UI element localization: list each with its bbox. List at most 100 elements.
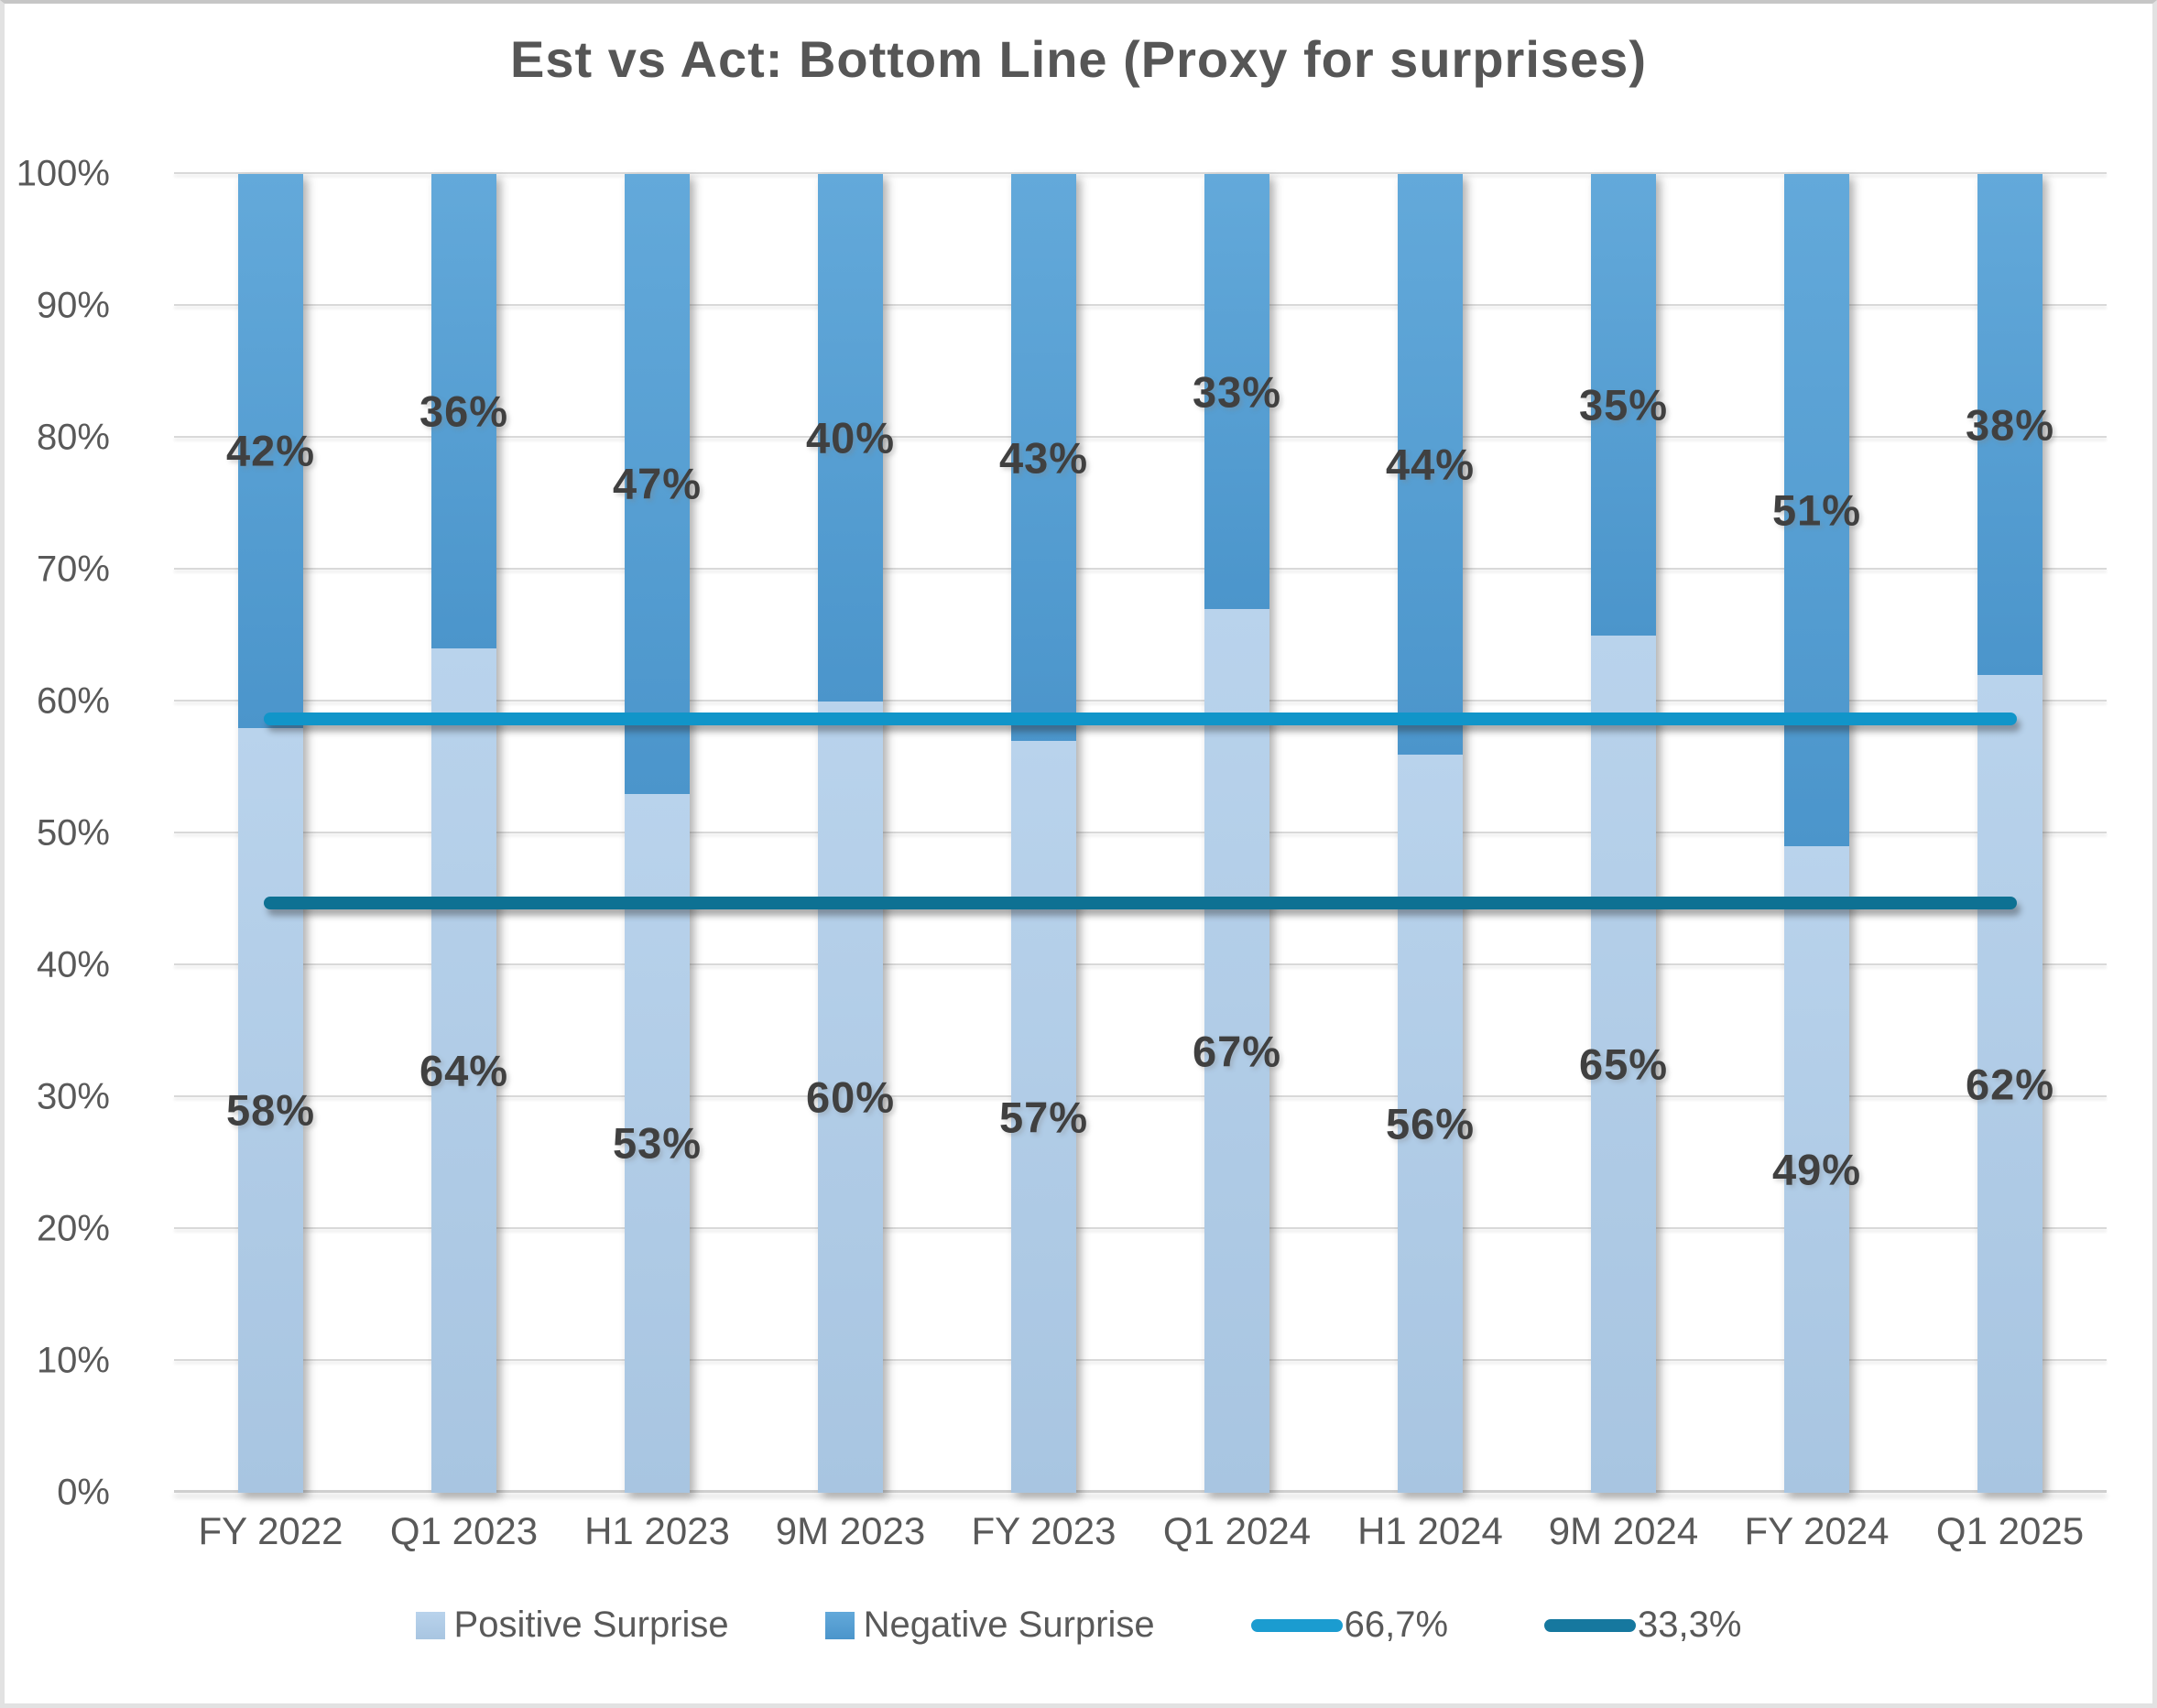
- legend-item-refline-667: 66,7%: [1250, 1605, 1449, 1646]
- legend: Positive Surprise Negative Surprise 66,7% 3…: [5, 1605, 2152, 1646]
- negative-surprise-segment: [1783, 174, 1850, 847]
- x-tick-label: FY 2024: [1744, 1509, 1890, 1552]
- legend-swatch-icon: [415, 1611, 445, 1639]
- x-tick-label: Q1 2023: [389, 1509, 539, 1552]
- gridline: [174, 963, 2107, 965]
- gridline: [174, 172, 2107, 174]
- negative-surprise-data-label: 40%: [805, 413, 896, 462]
- positive-surprise-data-label: 60%: [805, 1072, 896, 1122]
- positive-surprise-data-label: 67%: [1192, 1027, 1282, 1076]
- positive-surprise-segment: [430, 648, 497, 1493]
- x-tick-label: H1 2024: [1357, 1509, 1503, 1552]
- x-axis: FY 2022 Q1 2023 H1 2023 9M 2023 FY 2023 Q1 20…: [174, 1509, 2107, 1573]
- legend-label: 66,7%: [1344, 1605, 1449, 1645]
- x-tick-label: FY 2022: [198, 1509, 343, 1552]
- stacked-bar-fy-2022: [237, 174, 304, 1493]
- negative-surprise-data-label: 47%: [612, 459, 703, 508]
- negative-surprise-segment: [1977, 174, 2043, 676]
- positive-surprise-segment: [817, 702, 884, 1493]
- positive-surprise-data-label: 57%: [998, 1093, 1089, 1142]
- y-tick-label: 100%: [16, 153, 110, 194]
- negative-surprise-segment: [430, 174, 497, 649]
- y-tick-label: 30%: [36, 1076, 110, 1117]
- chart-title: Est vs Act: Bottom Line (Proxy for surpr…: [510, 30, 1647, 88]
- negative-surprise-data-label: 38%: [1965, 400, 2055, 450]
- stacked-bar-q1-2025: [1977, 174, 2043, 1493]
- legend-item-positive-surprise: Positive Surprise: [415, 1605, 729, 1646]
- gridline: [174, 1359, 2107, 1361]
- gridline: [174, 1227, 2107, 1229]
- legend-label: 33,3%: [1638, 1605, 1742, 1645]
- gridline: [174, 1095, 2107, 1097]
- negative-surprise-segment: [1010, 174, 1077, 742]
- positive-surprise-segment: [1397, 754, 1464, 1493]
- legend-line-icon: [1544, 1618, 1637, 1632]
- negative-surprise-data-label: 44%: [1385, 440, 1476, 489]
- gridline: [174, 304, 2107, 306]
- y-tick-label: 0%: [57, 1472, 110, 1513]
- negative-surprise-segment: [1590, 174, 1657, 636]
- positive-surprise-segment: [1010, 741, 1077, 1493]
- x-tick-label: 9M 2024: [1548, 1509, 1699, 1552]
- negative-surprise-segment: [1204, 174, 1270, 610]
- stacked-bar-fy-2023: [1010, 174, 1077, 1493]
- y-tick-label: 40%: [36, 944, 110, 985]
- x-tick-label: 9M 2023: [775, 1509, 926, 1552]
- negative-surprise-data-label: 51%: [1771, 485, 1862, 535]
- positive-surprise-data-label: 56%: [1385, 1099, 1476, 1148]
- reference-line-333: [263, 897, 2017, 910]
- y-axis: 0% 10% 20% 30% 40% 50% 60% 70% 80% 90% 100%: [5, 154, 142, 1513]
- positive-surprise-data-label: 53%: [612, 1118, 703, 1168]
- gridline: [174, 832, 2107, 833]
- gridline: [174, 568, 2107, 570]
- negative-surprise-data-label: 43%: [998, 433, 1089, 483]
- legend-line-icon: [1250, 1618, 1343, 1632]
- legend-label: Negative Surprise: [863, 1605, 1155, 1645]
- negative-surprise-data-label: 36%: [419, 386, 509, 436]
- x-tick-label: FY 2023: [971, 1509, 1117, 1552]
- positive-surprise-segment: [1977, 675, 2043, 1493]
- positive-surprise-segment: [1204, 609, 1270, 1493]
- stacked-bar-q1-2023: [430, 174, 497, 1493]
- negative-surprise-segment: [237, 174, 304, 728]
- negative-surprise-data-label: 35%: [1578, 380, 1669, 430]
- gridline: [174, 700, 2107, 702]
- legend-item-negative-surprise: Negative Surprise: [824, 1605, 1155, 1646]
- positive-surprise-data-label: 62%: [1965, 1060, 2055, 1109]
- negative-surprise-data-label: 42%: [225, 426, 316, 475]
- positive-surprise-data-label: 64%: [419, 1046, 509, 1095]
- y-tick-label: 20%: [36, 1208, 110, 1249]
- negative-surprise-segment: [1397, 174, 1464, 755]
- legend-swatch-icon: [824, 1611, 855, 1639]
- x-axis-line: [174, 1490, 2107, 1493]
- positive-surprise-data-label: 58%: [225, 1085, 316, 1135]
- stacked-bar-q1-2024: [1204, 174, 1270, 1493]
- plot-area: 58% 42% 64% 36% 53% 47% 60% 40% 57% 43% 67% 33% 56% 4…: [174, 172, 2107, 1493]
- legend-label: Positive Surprise: [453, 1605, 729, 1645]
- negative-surprise-data-label: 33%: [1192, 367, 1282, 417]
- positive-surprise-data-label: 49%: [1771, 1145, 1862, 1194]
- legend-item-refline-333: 33,3%: [1544, 1605, 1741, 1646]
- stacked-bar-9m-2023: [817, 174, 884, 1493]
- y-tick-label: 80%: [36, 417, 110, 458]
- stacked-bar-h1-2023: [624, 174, 691, 1493]
- stacked-bar-fy-2024: [1783, 174, 1850, 1493]
- positive-surprise-segment: [1783, 846, 1850, 1493]
- x-tick-label: Q1 2024: [1162, 1509, 1312, 1552]
- y-tick-label: 50%: [36, 812, 110, 854]
- x-tick-label: Q1 2025: [1935, 1509, 2085, 1552]
- positive-surprise-segment: [1590, 636, 1657, 1493]
- reference-line-667: [263, 712, 2017, 725]
- x-tick-label: H1 2023: [584, 1509, 730, 1552]
- stacked-bar-h1-2024: [1397, 174, 1464, 1493]
- y-tick-label: 60%: [36, 680, 110, 722]
- positive-surprise-segment: [237, 727, 304, 1493]
- positive-surprise-data-label: 65%: [1578, 1039, 1669, 1089]
- stacked-bar-9m-2024: [1590, 174, 1657, 1493]
- positive-surprise-segment: [624, 793, 691, 1493]
- negative-surprise-segment: [624, 174, 691, 794]
- gridline: [174, 436, 2107, 438]
- negative-surprise-segment: [817, 174, 884, 702]
- y-tick-label: 70%: [36, 549, 110, 590]
